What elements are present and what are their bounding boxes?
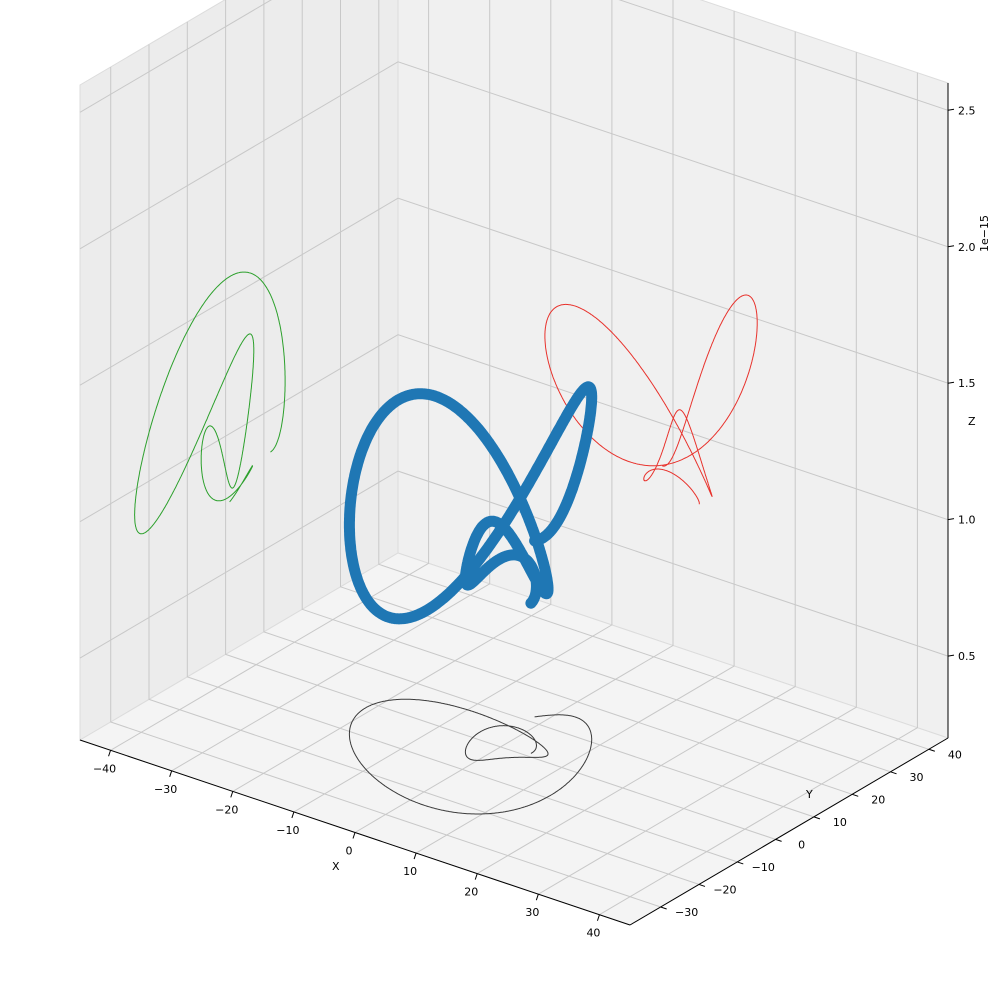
axes-edges xyxy=(79,83,955,926)
y-tick-mark xyxy=(660,906,667,910)
grid-line-z xyxy=(79,0,949,113)
tick-labels: −40 −30 −20 −10 0 10 20 30 40 −30 −20 −10 0 10 20 30 40 0… xyxy=(93,104,976,939)
grid-line-y xyxy=(186,21,738,863)
y-tick-label: 0 xyxy=(798,838,805,851)
y-axis-label: Y xyxy=(805,788,813,801)
grid-line-x xyxy=(232,0,552,792)
z-tick-mark xyxy=(947,654,955,657)
z-tick-label: 2.5 xyxy=(958,104,976,117)
x-tick-mark xyxy=(352,832,356,839)
grid-line-y xyxy=(378,0,929,750)
grid-lines xyxy=(79,0,949,916)
grid-line-z xyxy=(79,470,949,659)
x-tick-mark xyxy=(291,811,295,819)
x-tick-label: −30 xyxy=(154,783,177,796)
trajectory-line xyxy=(343,381,598,625)
z-tick-label: 1.5 xyxy=(958,377,976,390)
x-tick-label: 20 xyxy=(464,886,478,899)
z-tick-mark xyxy=(947,245,955,248)
x-tick-label: 0 xyxy=(346,845,353,858)
x-tick-label: 30 xyxy=(525,906,539,919)
grid-line-z xyxy=(79,61,949,250)
y-tick-mark xyxy=(813,816,821,820)
x-tick-mark xyxy=(230,791,234,798)
y-wall-projection-line xyxy=(544,294,758,505)
x-tick-mark xyxy=(474,873,478,880)
series-layer xyxy=(134,271,758,815)
x-tick-mark xyxy=(108,750,112,757)
grid-line-x xyxy=(171,0,491,772)
x-tick-mark xyxy=(535,894,539,901)
grid-line-x xyxy=(110,0,430,751)
grid-line-x xyxy=(415,11,735,854)
x-axis-label: X xyxy=(332,860,340,873)
x-wall-projection-line xyxy=(134,271,286,535)
grid-line-z xyxy=(79,334,949,523)
x-tick-label: 40 xyxy=(586,927,600,940)
y-tick-label: 20 xyxy=(871,793,885,806)
z-tick-mark xyxy=(947,518,955,521)
grid-line-x xyxy=(293,0,613,813)
x-tick-mark xyxy=(596,914,600,921)
y-tick-label: −30 xyxy=(675,906,698,919)
grid-line-x xyxy=(599,72,918,916)
y-tick-label: −20 xyxy=(713,883,736,896)
y-tick-mark xyxy=(852,793,859,797)
grid-line-y xyxy=(225,0,776,840)
x-tick-mark xyxy=(413,852,417,860)
grid-line-y xyxy=(340,0,891,773)
y-tick-label: 30 xyxy=(910,771,924,784)
z-tick-label: 0.5 xyxy=(958,650,976,663)
grid-line-y xyxy=(263,0,815,818)
grid-line-x xyxy=(354,0,674,833)
floor-projection-line xyxy=(348,698,593,815)
z-axis-label: Z xyxy=(968,415,976,428)
y-axis-line xyxy=(629,737,949,926)
grid-line-y xyxy=(110,67,661,908)
grid-line-x xyxy=(538,52,857,895)
z-tick-mark xyxy=(947,381,955,384)
grid-line-y xyxy=(148,44,700,885)
y-tick-mark xyxy=(698,883,706,887)
x-tick-label: −10 xyxy=(276,824,299,837)
z-tick-label: 2.0 xyxy=(958,241,976,254)
x-tick-label: −40 xyxy=(93,762,116,775)
z-tick-label: 1.0 xyxy=(958,514,976,527)
y-tick-label: 10 xyxy=(833,816,847,829)
x-tick-label: −20 xyxy=(215,803,238,816)
grid-line-y xyxy=(301,0,853,795)
z-offset-text: 1e−15 xyxy=(978,215,991,252)
y-tick-mark xyxy=(890,771,897,775)
y-tick-mark xyxy=(775,838,782,842)
z-tick-mark xyxy=(947,108,955,111)
y-tick-label: 40 xyxy=(948,748,962,761)
y-tick-mark xyxy=(737,861,744,865)
y-tick-mark xyxy=(928,748,936,752)
grid-line-z xyxy=(79,197,949,386)
y-tick-label: −10 xyxy=(752,861,775,874)
x-tick-label: 10 xyxy=(403,865,417,878)
x-tick-mark xyxy=(169,770,173,777)
grid-line-x xyxy=(476,31,796,875)
